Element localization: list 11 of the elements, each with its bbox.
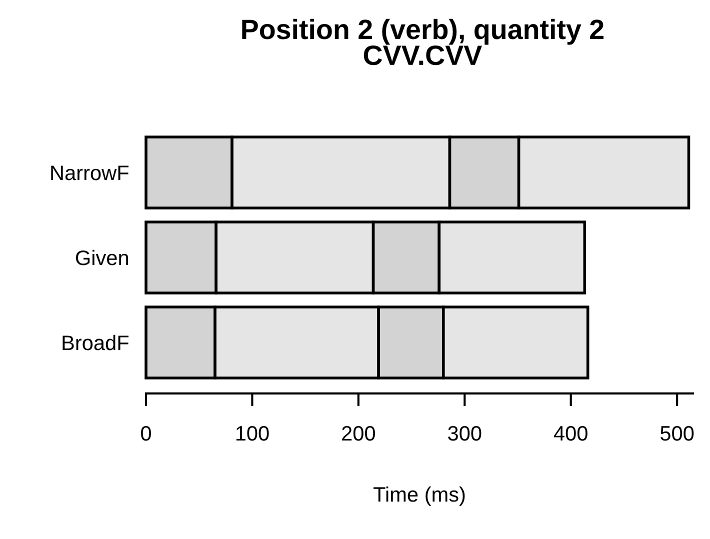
x-tick-label: 400 (554, 426, 588, 441)
y-tick-label: Given (76, 250, 128, 266)
x-tick-label: 300 (448, 426, 482, 441)
x-tick-label: 0 (141, 426, 151, 441)
x-tick-label: 500 (660, 426, 694, 441)
x-tick-label: 100 (236, 426, 269, 441)
y-tick-label: NarrowF (51, 166, 129, 180)
chart-title: Position 2 (verb), quantity 2 CVV.CVV (242, 18, 604, 66)
x-axis-title: Time (ms) (373, 486, 465, 506)
y-tick-label: BroadF (62, 334, 129, 350)
x-tick-label: 200 (342, 426, 375, 441)
